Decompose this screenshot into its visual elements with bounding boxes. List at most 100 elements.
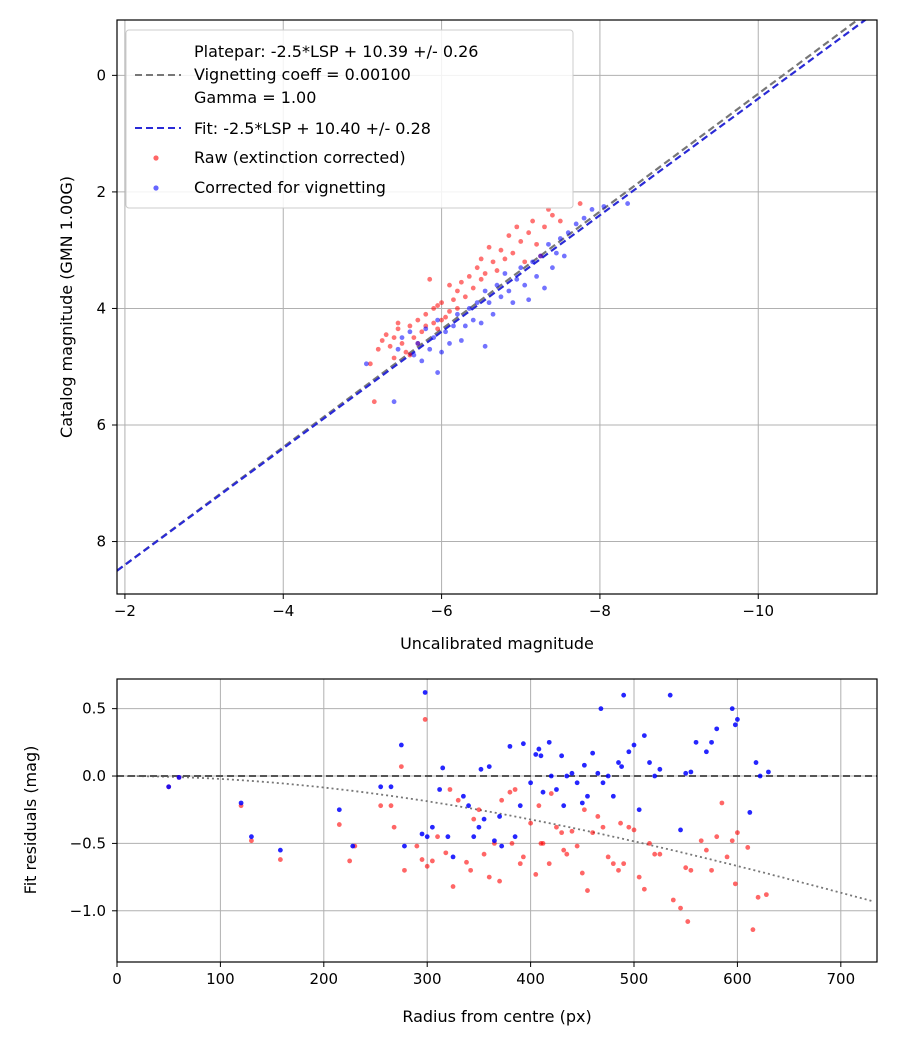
raw-point — [455, 288, 460, 294]
corrected-point — [415, 341, 421, 346]
bottom-x-tick-label: 500 — [620, 970, 649, 988]
corrected-residual-point — [600, 780, 606, 786]
corrected-point — [506, 288, 512, 294]
corrected-residual-point — [336, 807, 342, 813]
raw-point — [375, 346, 381, 352]
raw-residual-point — [447, 787, 453, 792]
corrected-residual-point — [747, 810, 753, 815]
corrected-residual-point — [388, 784, 394, 790]
corrected-residual-point — [350, 843, 356, 849]
corrected-residual-point — [476, 824, 482, 830]
raw-point — [534, 241, 539, 247]
corrected-point — [518, 265, 524, 271]
corrected-residual-point — [492, 838, 497, 844]
raw-point — [399, 341, 405, 346]
raw-residual-point — [763, 892, 769, 898]
corrected-residual-point — [538, 753, 544, 759]
corrected-residual-point — [517, 803, 523, 809]
corrected-residual-point — [595, 770, 601, 776]
raw-residual-point — [414, 843, 420, 849]
raw-point — [478, 256, 484, 262]
raw-residual-point — [595, 814, 601, 819]
bottom-x-tick-label: 200 — [309, 970, 338, 988]
raw-residual-point — [688, 867, 694, 873]
raw-point — [431, 306, 437, 311]
raw-residual-point — [618, 820, 623, 826]
corrected-point — [395, 346, 401, 352]
corrected-point — [573, 221, 579, 227]
legend-raw-marker — [153, 155, 159, 161]
raw-residual-point — [600, 824, 606, 830]
corrected-point — [502, 271, 508, 276]
raw-residual-point — [536, 803, 542, 809]
bottom-y-tick-label: 0.0 — [82, 767, 106, 785]
corrected-point — [451, 323, 456, 329]
corrected-residual-point — [657, 766, 663, 772]
corrected-point — [565, 230, 571, 236]
corrected-point — [530, 259, 536, 265]
raw-residual-point — [398, 764, 404, 769]
corrected-point — [466, 306, 472, 311]
raw-residual-point — [540, 841, 546, 846]
corrected-residual-point — [581, 762, 587, 768]
bottom-x-tick-label: 700 — [826, 970, 855, 988]
raw-point — [431, 320, 437, 326]
corrected-residual-point — [166, 784, 172, 790]
corrected-residual-point — [636, 807, 642, 813]
raw-residual-point — [647, 841, 652, 846]
top-y-tick-label: 0 — [96, 66, 106, 84]
raw-residual-point — [745, 845, 751, 850]
legend-platepar-label: Platepar: -2.5*LSP + 10.39 +/- 0.26 — [194, 42, 478, 61]
corrected-residual-point — [497, 814, 502, 819]
corrected-residual-point — [621, 692, 627, 698]
top-yaxis-label: Catalog magnitude (GMN 1.00G) — [57, 176, 76, 438]
raw-residual-point — [499, 797, 505, 803]
corrected-point — [427, 346, 433, 352]
raw-residual-point — [732, 881, 738, 887]
bottom-tick-labels: 0 100 200 300 400 500 600 700 0.5 0.0 −0.5 −1.0 — [70, 700, 856, 988]
corrected-residual-point — [667, 692, 673, 698]
raw-residual-point — [464, 859, 469, 865]
raw-residual-point — [419, 857, 425, 862]
raw-point — [447, 308, 452, 314]
raw-residual-point — [336, 822, 342, 827]
fit-line — [117, 20, 867, 572]
raw-residual-point — [468, 867, 474, 873]
corrected-point — [363, 361, 369, 367]
raw-residual-point — [755, 894, 761, 900]
raw-residual-point — [714, 834, 720, 840]
corrected-residual-point — [616, 760, 621, 765]
corrected-point — [550, 265, 555, 271]
raw-point — [403, 349, 409, 355]
raw-point — [391, 335, 397, 340]
corrected-point — [443, 329, 448, 335]
raw-residual-point — [512, 787, 518, 792]
raw-point — [522, 259, 528, 265]
raw-point — [415, 317, 421, 323]
raw-residual-point — [719, 800, 725, 806]
corrected-residual-point — [424, 834, 430, 840]
corrected-residual-point — [540, 789, 546, 795]
raw-residual-point — [528, 820, 534, 826]
corrected-residual-point — [528, 780, 534, 786]
corrected-residual-point — [610, 793, 616, 799]
raw-residual-point — [455, 797, 461, 803]
corrected-point — [482, 288, 488, 294]
raw-point — [407, 323, 413, 329]
raw-residual-point — [391, 824, 397, 830]
raw-residual-point — [670, 897, 676, 903]
corrected-point — [458, 338, 464, 343]
bottom-x-tick-label: 0 — [112, 970, 122, 988]
raw-residual-point — [520, 854, 526, 860]
corrected-residual-point — [766, 769, 771, 775]
corrected-residual-point — [445, 834, 451, 840]
raw-point — [458, 279, 464, 285]
residuals-scatter-chart: 0 100 200 300 400 500 600 700 0.5 0.0 −0.5 −1.0 Rad… — [21, 678, 878, 1026]
corrected-point — [486, 300, 492, 306]
top-scatter-points — [363, 201, 631, 405]
legend-gamma-label: Gamma = 1.00 — [194, 88, 316, 107]
top-y-tick-label: 6 — [96, 416, 106, 434]
raw-residual-point — [481, 851, 487, 857]
raw-residual-point — [559, 830, 565, 836]
